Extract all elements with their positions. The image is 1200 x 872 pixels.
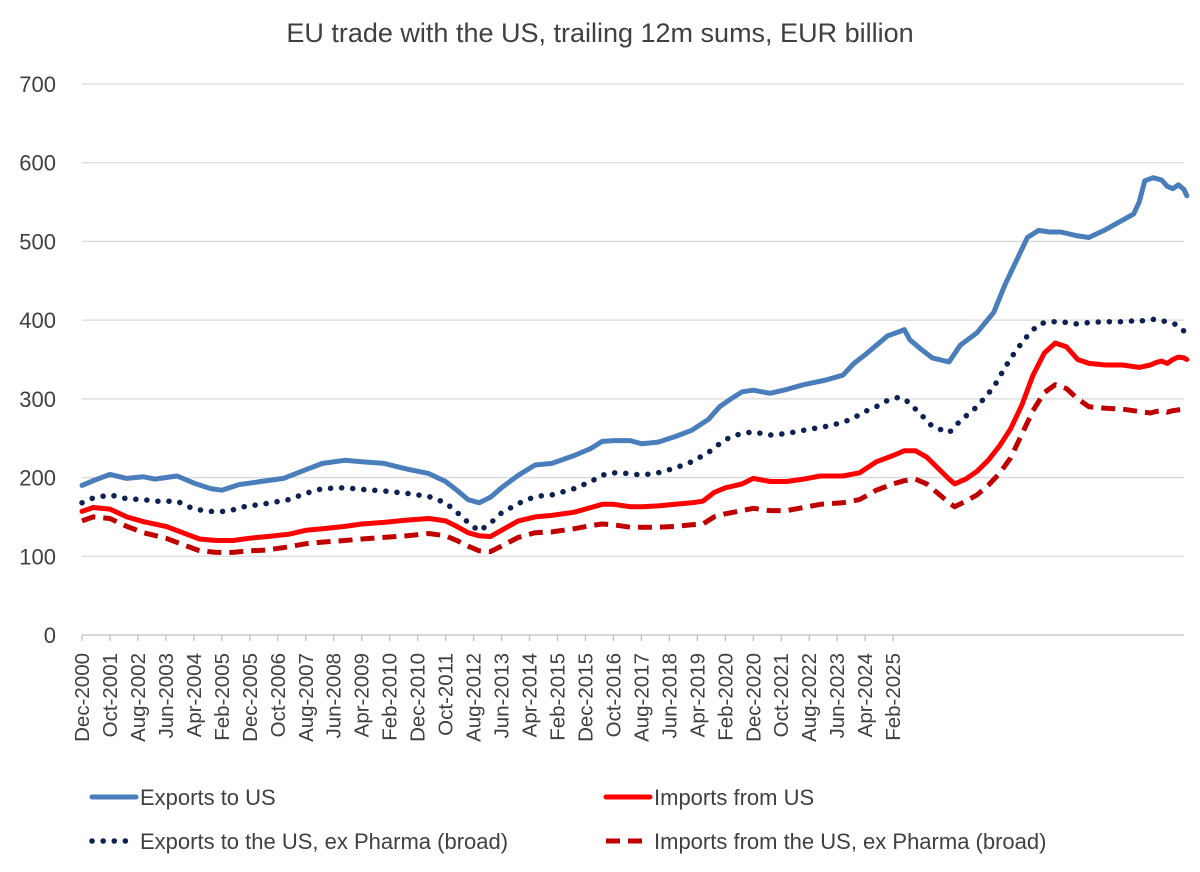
x-tick-label: Dec-2005 <box>239 653 262 742</box>
legend-label-3: Imports from the US, ex Pharma (broad) <box>654 829 1046 854</box>
legend-label-0: Exports to US <box>140 785 276 810</box>
x-tick-label: Aug-2002 <box>127 653 150 742</box>
x-tick-label: Dec-2015 <box>574 653 597 742</box>
x-tick-label: Dec-2000 <box>71 653 94 742</box>
x-tick-label: Feb-2005 <box>211 653 234 741</box>
y-tick-label: 200 <box>19 466 56 491</box>
x-tick-label: Apr-2004 <box>183 653 206 737</box>
y-tick-label: 500 <box>19 229 56 254</box>
chart-title: EU trade with the US, trailing 12m sums,… <box>286 18 914 48</box>
x-tick-label: Oct-2011 <box>435 653 458 736</box>
series-line-1 <box>79 340 1190 543</box>
x-tick-label: Aug-2007 <box>295 653 318 742</box>
x-tick-label: Feb-2015 <box>546 653 569 741</box>
y-tick-label: 700 <box>19 72 56 97</box>
y-tick-label: 0 <box>44 623 56 648</box>
x-tick-label: Apr-2014 <box>519 653 542 737</box>
x-tick-label: Aug-2012 <box>463 653 486 742</box>
series-lines <box>79 175 1190 555</box>
series-line-2 <box>79 316 1190 534</box>
series-line-3 <box>81 382 1188 555</box>
y-tick-label: 300 <box>19 387 56 412</box>
x-tick-label: Oct-2016 <box>602 653 625 737</box>
x-tick-label: Jun-2013 <box>491 653 514 738</box>
x-tick-label: Apr-2024 <box>854 653 877 737</box>
x-tick-label: Oct-2021 <box>770 653 793 737</box>
x-tick-label: Feb-2020 <box>714 653 737 741</box>
x-tick-label: Jun-2018 <box>658 653 681 738</box>
y-tick-label: 100 <box>19 544 56 569</box>
series-line-0 <box>79 175 1190 506</box>
legend: Exports to US Imports from US Exports to t… <box>89 785 1046 854</box>
x-tick-label: Jun-2003 <box>155 653 178 738</box>
x-tick-label: Jun-2008 <box>323 653 346 738</box>
x-tick-label: Feb-2010 <box>379 653 402 741</box>
x-tick-label: Dec-2020 <box>742 653 765 742</box>
x-tick-label: Aug-2017 <box>630 653 653 742</box>
x-tick-label: Apr-2009 <box>351 653 374 737</box>
gridlines <box>82 83 1184 557</box>
legend-label-2: Exports to the US, ex Pharma (broad) <box>140 829 508 854</box>
y-tick-label: 400 <box>19 308 56 333</box>
y-tick-label: 600 <box>19 151 56 176</box>
x-tick-label: Jun-2023 <box>826 653 849 738</box>
x-tick-label: Feb-2025 <box>882 653 905 741</box>
x-tick-label: Dec-2010 <box>407 653 430 742</box>
legend-label-1: Imports from US <box>654 785 814 810</box>
x-tick-label: Aug-2022 <box>798 653 821 742</box>
x-tick-label: Apr-2019 <box>686 653 709 737</box>
x-tick-label: Oct-2006 <box>267 653 290 737</box>
x-tick-label: Oct-2001 <box>99 653 122 737</box>
